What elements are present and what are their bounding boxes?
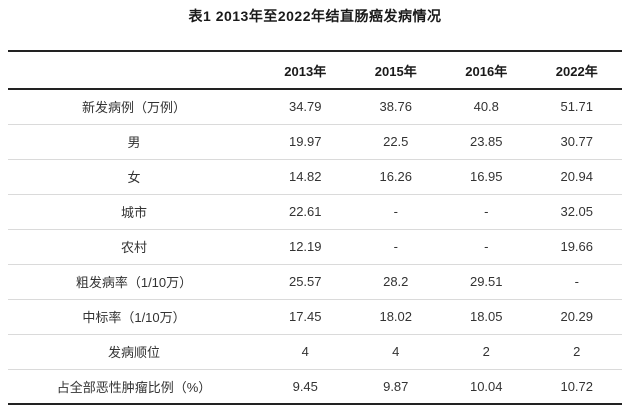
cell-value: 19.97 bbox=[288, 134, 322, 149]
cell-value: 29.51 bbox=[469, 274, 503, 289]
table-row-rural: 农村 12.19 - - 19.66 bbox=[8, 229, 622, 264]
row-label: 女 bbox=[127, 170, 141, 185]
cell-value: 20.29 bbox=[560, 309, 594, 324]
row-label: 占全部恶性肿瘤比例（%） bbox=[56, 379, 212, 395]
cell-value: 18.02 bbox=[379, 309, 413, 324]
table-row-new-cases: 新发病例（万例） 34.79 38.76 40.8 51.71 bbox=[8, 89, 622, 124]
row-label: 农村 bbox=[120, 240, 147, 255]
cell-value: 32.05 bbox=[560, 204, 594, 219]
incidence-table: 2013年 2015年 2016年 2022年 新发病例（万例） 34.79 3… bbox=[8, 50, 622, 405]
cell-value: 30.77 bbox=[560, 134, 594, 149]
cell-value: 2 bbox=[573, 344, 581, 359]
cell-value: 20.94 bbox=[560, 169, 594, 184]
table-row-proportion-of-all-cancers: 占全部恶性肿瘤比例（%） 9.45 9.87 10.04 10.72 bbox=[8, 369, 622, 404]
table-row-female: 女 14.82 16.26 16.95 20.94 bbox=[8, 159, 622, 194]
cell-value: 10.72 bbox=[560, 378, 594, 394]
cell-value: 18.05 bbox=[469, 309, 503, 324]
table-row-male: 男 19.97 22.5 23.85 30.77 bbox=[8, 124, 622, 159]
column-header-2013: 2013年 bbox=[284, 63, 327, 79]
cell-value: 4 bbox=[392, 344, 400, 359]
cell-value: - bbox=[574, 274, 579, 289]
cell-value: 34.79 bbox=[288, 99, 322, 115]
table-row-crude-rate: 粗发病率（1/10万） 25.57 28.2 29.51 - bbox=[8, 264, 622, 299]
cell-value: 17.45 bbox=[288, 309, 322, 324]
cell-value: 40.8 bbox=[473, 99, 499, 115]
row-label: 粗发病率（1/10万） bbox=[75, 275, 193, 290]
cell-value: 10.04 bbox=[469, 378, 503, 394]
cell-value: - bbox=[484, 239, 489, 254]
cell-value: 9.87 bbox=[383, 378, 409, 394]
cell-value: 22.5 bbox=[383, 134, 409, 149]
table-body: 新发病例（万例） 34.79 38.76 40.8 51.71 男 19.97 … bbox=[8, 89, 622, 404]
table-title: 表1 2013年至2022年结直肠癌发病情况 bbox=[188, 8, 442, 24]
row-label: 发病顺位 bbox=[107, 345, 160, 360]
table-header: 2013年 2015年 2016年 2022年 bbox=[8, 51, 622, 89]
cell-value: - bbox=[393, 204, 398, 219]
row-label: 中标率（1/10万） bbox=[82, 310, 186, 325]
cell-value: 2 bbox=[482, 344, 490, 359]
cell-value: 19.66 bbox=[560, 239, 594, 254]
column-header-blank bbox=[8, 51, 260, 89]
table-row-urban: 城市 22.61 - - 32.05 bbox=[8, 194, 622, 229]
cell-value: 38.76 bbox=[379, 99, 413, 115]
row-label: 新发病例（万例） bbox=[81, 100, 186, 116]
cell-value: 51.71 bbox=[560, 99, 594, 115]
column-header-2016: 2016年 bbox=[465, 63, 508, 79]
header-row: 2013年 2015年 2016年 2022年 bbox=[8, 51, 622, 89]
cell-value: 23.85 bbox=[469, 134, 503, 149]
row-label: 男 bbox=[127, 135, 141, 150]
column-header-2015: 2015年 bbox=[374, 63, 417, 79]
cell-value: 9.45 bbox=[292, 378, 318, 394]
row-label: 城市 bbox=[120, 205, 147, 220]
table-row-incidence-rank: 发病顺位 4 4 2 2 bbox=[8, 334, 622, 369]
cell-value: - bbox=[393, 239, 398, 254]
cell-value: - bbox=[484, 204, 489, 219]
cell-value: 16.26 bbox=[379, 169, 413, 184]
cell-value: 28.2 bbox=[383, 274, 409, 289]
table-row-standardized-rate: 中标率（1/10万） 17.45 18.02 18.05 20.29 bbox=[8, 299, 622, 334]
column-header-2022: 2022年 bbox=[555, 63, 598, 79]
cell-value: 4 bbox=[301, 344, 309, 359]
cell-value: 25.57 bbox=[288, 274, 322, 289]
cell-value: 22.61 bbox=[288, 204, 322, 219]
cell-value: 14.82 bbox=[288, 169, 322, 184]
cell-value: 16.95 bbox=[469, 169, 503, 184]
cell-value: 12.19 bbox=[288, 239, 322, 254]
